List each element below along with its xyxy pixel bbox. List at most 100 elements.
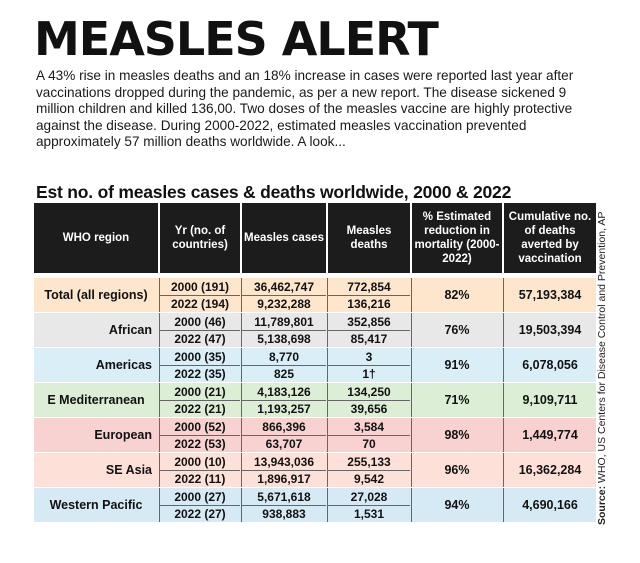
deaths-averted: 9,109,711 [522, 393, 578, 407]
year-2000: 2000 (52) [174, 419, 226, 434]
deaths-2022: 1† [362, 366, 376, 381]
column-divider [241, 418, 242, 452]
column-divider [159, 418, 160, 452]
deaths-2000: 27,028 [350, 489, 388, 504]
deaths-2000: 255,133 [347, 454, 391, 469]
column-divider [159, 313, 160, 347]
column-divider [411, 278, 412, 312]
sub-row-divider [160, 330, 240, 331]
source-text: WHO, US Centers for Disease Control and … [596, 211, 608, 483]
column-divider [159, 383, 160, 417]
year-2022: 2022 (35) [174, 366, 226, 381]
column-divider [327, 313, 328, 347]
sub-row-divider [242, 400, 326, 401]
column-divider [503, 313, 504, 347]
column-divider [411, 488, 412, 522]
column-divider [241, 488, 242, 522]
sub-row-divider [242, 330, 326, 331]
column-divider [327, 383, 328, 417]
sub-row-divider [160, 295, 240, 296]
year-2022: 2022 (11) [174, 471, 226, 486]
sub-row-divider [328, 505, 410, 506]
year-2022: 2022 (47) [174, 331, 226, 346]
sub-row-divider [328, 365, 410, 366]
deaths-averted: 19,503,394 [518, 323, 582, 337]
sub-row-divider [160, 435, 240, 436]
mortality-reduction: 82% [444, 288, 470, 302]
column-divider [411, 313, 412, 347]
year-2022: 2022 (21) [174, 401, 226, 416]
deaths-2022: 136,216 [347, 296, 391, 311]
sub-row-divider [328, 435, 410, 436]
deaths-2000: 3,584 [353, 419, 385, 434]
region-name: Americas [95, 358, 152, 372]
cases-2000: 8,770 [268, 349, 300, 364]
column-divider [411, 383, 412, 417]
mortality-reduction: 91% [444, 358, 470, 372]
deaths-2022: 70 [362, 436, 376, 451]
sub-row-divider [242, 435, 326, 436]
mortality-reduction: 76% [444, 323, 470, 337]
year-2022: 2022 (53) [174, 436, 226, 451]
deaths-averted: 57,193,384 [518, 288, 582, 302]
sub-row-divider [328, 295, 410, 296]
column-divider [327, 418, 328, 452]
year-2000: 2000 (46) [174, 314, 226, 329]
deaths-averted: 1,449,774 [522, 428, 578, 442]
deaths-averted: 4,690,166 [522, 498, 578, 512]
sub-row-divider [328, 470, 410, 471]
year-2000: 2000 (27) [174, 489, 226, 504]
header-averted: Cumulative no. of deaths averted by vacc… [504, 203, 596, 273]
column-divider [159, 488, 160, 522]
column-divider [159, 278, 160, 312]
source-label: Source: [596, 485, 608, 525]
cases-2000: 4,183,126 [257, 384, 311, 399]
column-divider [503, 348, 504, 382]
sub-row-divider [242, 505, 326, 506]
region-name: European [94, 428, 152, 442]
cases-2000: 13,943,036 [253, 454, 315, 469]
column-divider [241, 313, 242, 347]
headline: MEASLES ALERT [34, 12, 439, 66]
intro-paragraph: A 43% rise in measles deaths and an 18% … [36, 68, 574, 149]
cases-2022: 5,138,698 [257, 331, 311, 346]
column-divider [327, 278, 328, 312]
column-divider [503, 278, 504, 312]
column-divider [411, 453, 412, 487]
mortality-reduction: 96% [444, 463, 470, 477]
region-name: E Mediterranean [47, 393, 145, 407]
cases-2022: 63,707 [265, 436, 303, 451]
header-year: Yr (no. of countries) [160, 203, 240, 273]
cases-2000: 36,462,747 [253, 279, 315, 294]
deaths-2000: 772,854 [347, 279, 391, 294]
header-reduction: % Estimated reduction in mortality (2000… [412, 203, 502, 273]
column-divider [411, 418, 412, 452]
deaths-2022: 9,542 [353, 471, 385, 486]
column-divider [503, 453, 504, 487]
deaths-averted: 6,078,056 [522, 358, 578, 372]
column-divider [241, 383, 242, 417]
column-divider [503, 488, 504, 522]
sub-row-divider [160, 365, 240, 366]
column-divider [159, 348, 160, 382]
region-name: African [108, 323, 152, 337]
column-divider [327, 348, 328, 382]
year-2000: 2000 (21) [174, 384, 226, 399]
column-divider [411, 348, 412, 382]
year-2000: 2000 (10) [174, 454, 226, 469]
sub-row-divider [160, 470, 240, 471]
deaths-2000: 352,856 [347, 314, 391, 329]
region-name: SE Asia [105, 463, 152, 477]
deaths-2022: 39,656 [350, 401, 388, 416]
sub-row-divider [328, 330, 410, 331]
column-divider [241, 348, 242, 382]
mortality-reduction: 98% [444, 428, 470, 442]
header-deaths: Measles deaths [328, 203, 410, 273]
column-divider [503, 418, 504, 452]
column-divider [503, 383, 504, 417]
column-divider [241, 278, 242, 312]
header-cases: Measles cases [242, 203, 326, 273]
year-2000: 2000 (35) [174, 349, 226, 364]
sub-row-divider [160, 505, 240, 506]
header-region: WHO region [34, 203, 158, 273]
